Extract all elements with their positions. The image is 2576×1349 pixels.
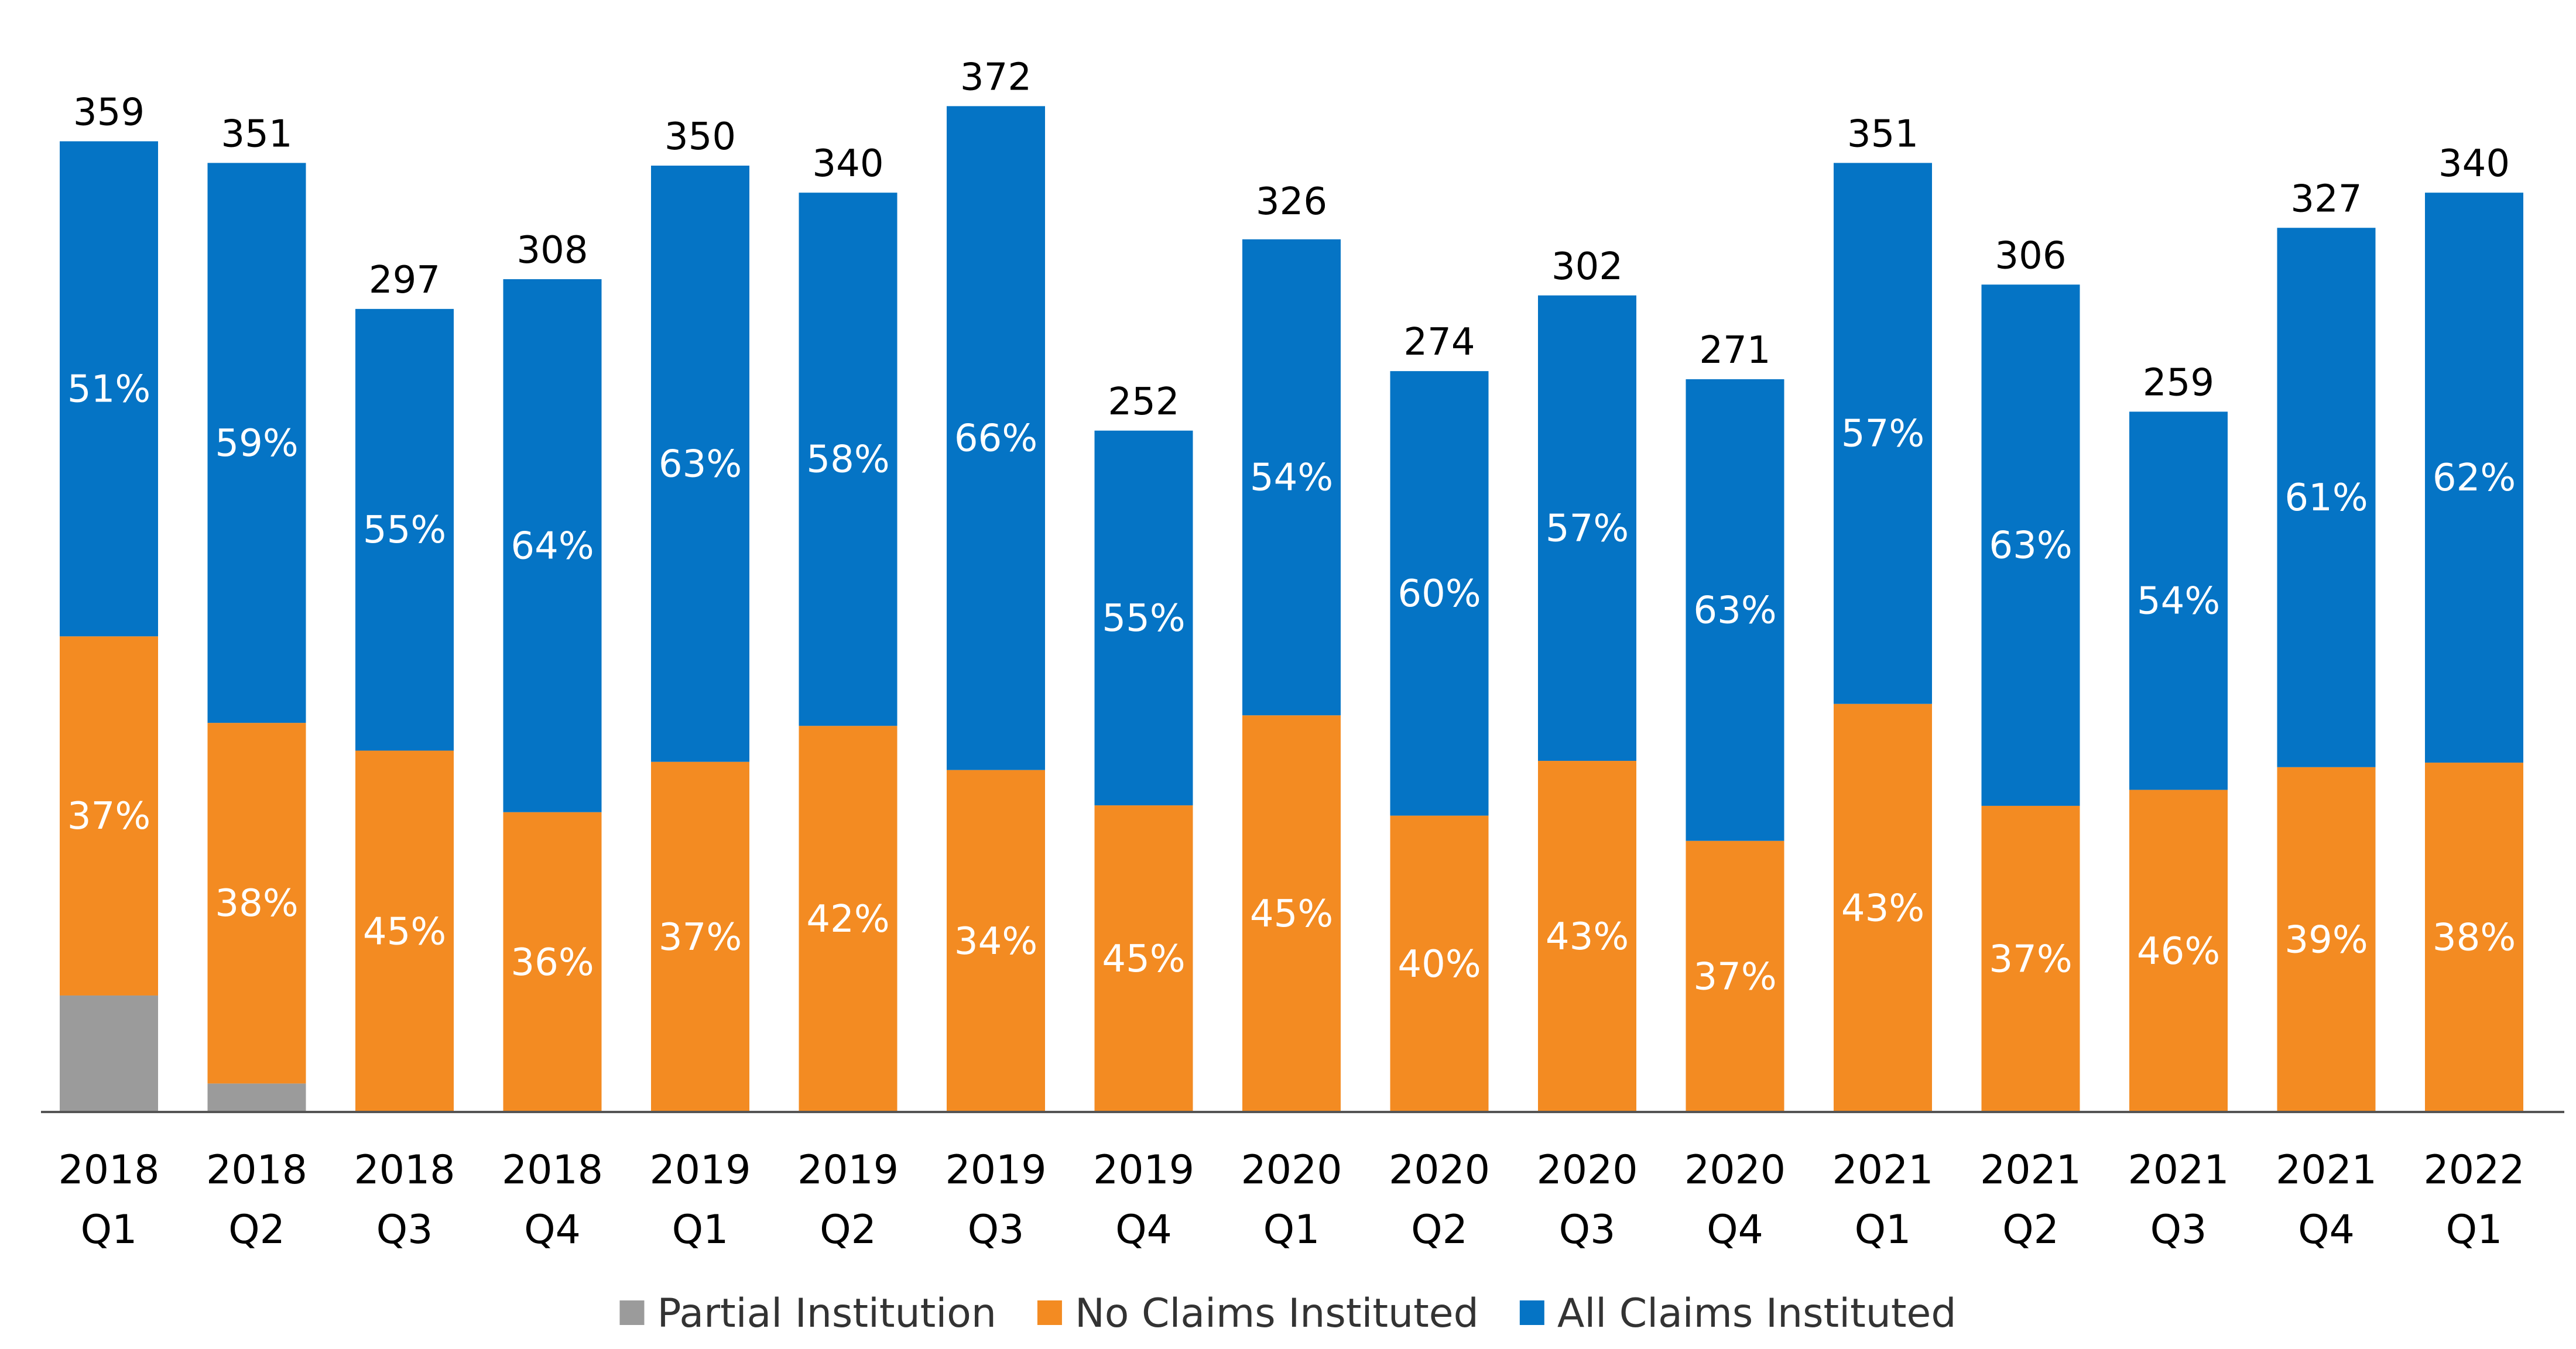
segment-percent-label: 40% [1397,943,1481,986]
legend-swatch [1520,1300,1544,1325]
x-tick-year: 2018 [354,1147,455,1193]
legend-label: No Claims Instituted [1075,1290,1479,1337]
x-tick-year: 2021 [1832,1147,1933,1193]
x-tick-quarter: Q4 [1115,1207,1172,1253]
legend-label: Partial Institution [657,1290,996,1337]
legend-swatch [1037,1300,1062,1325]
x-tick-quarter: Q1 [672,1207,729,1253]
segment-percent-label: 38% [215,882,298,925]
segment-percent-label: 57% [1546,507,1629,550]
x-tick-year: 2021 [1980,1147,2081,1193]
segment-percent-label: 36% [511,941,594,984]
x-tick-quarter: Q1 [1855,1207,1912,1253]
segment-percent-label: 61% [2284,476,2368,520]
x-tick-quarter: Q1 [1263,1207,1320,1253]
bar-total-label: 372 [960,56,1032,99]
x-tick-quarter: Q1 [81,1207,138,1253]
x-tick-quarter: Q3 [968,1207,1025,1253]
x-tick-year: 2018 [206,1147,307,1193]
x-tick-year: 2018 [58,1147,159,1193]
segment-percent-label: 38% [2433,917,2516,960]
x-tick-year: 2021 [2276,1147,2377,1193]
segment-percent-label: 63% [1693,589,1776,632]
bar-total-label: 351 [221,112,292,156]
x-tick-year: 2019 [649,1147,751,1193]
bar-total-label: 302 [1551,245,1623,289]
legend-swatch [619,1300,644,1325]
segment-percent-label: 58% [806,438,889,482]
segment-percent-label: 59% [215,422,298,465]
segment-percent-label: 45% [1102,938,1185,981]
x-tick-quarter: Q2 [820,1207,876,1253]
segment-percent-label: 42% [806,898,889,941]
segment-percent-label: 37% [659,916,742,959]
bar-total-label: 308 [516,229,588,272]
x-tick-year: 2019 [797,1147,899,1193]
segment-percent-label: 37% [1693,955,1776,998]
x-tick-year: 2021 [2128,1147,2229,1193]
x-tick-quarter: Q2 [228,1207,285,1253]
legend: Partial Institution No Claims Instituted A… [619,1290,1956,1337]
bar-total-label: 252 [1108,380,1179,424]
bar-total-label: 297 [369,259,440,302]
segment-percent-label: 37% [67,795,150,838]
bar-segment-partial-institution [60,996,158,1112]
x-tick-quarter: Q4 [2298,1207,2355,1253]
segment-percent-label: 60% [1397,572,1481,616]
x-tick-year: 2018 [502,1147,603,1193]
x-tick-year: 2020 [1684,1147,1786,1193]
x-tick-year: 2022 [2423,1147,2524,1193]
bar-segment-partial-institution [208,1083,306,1112]
bar-total-label: 351 [1847,112,1919,156]
x-tick-quarter: Q1 [2446,1207,2503,1253]
legend-label: All Claims Instituted [1557,1290,1957,1337]
x-tick-quarter: Q4 [1707,1207,1763,1253]
segment-percent-label: 62% [2433,456,2516,500]
segment-percent-label: 55% [1102,597,1185,640]
segment-percent-label: 34% [954,920,1037,963]
bar-total-label: 350 [664,115,736,159]
x-tick-year: 2020 [1536,1147,1638,1193]
stacked-bar-chart: 37% 51% 38% 59% 45% 55% 36% 64% 37% 63% 42% 58% 34% 6… [0,0,2576,1349]
segment-percent-label: 43% [1546,915,1629,959]
segment-percent-label: 63% [659,442,742,486]
segment-percent-label: 54% [1250,456,1333,500]
segment-percent-label: 64% [511,524,594,568]
x-tick-year: 2020 [1241,1147,1342,1193]
segment-percent-label: 51% [67,368,150,411]
bar-total-label: 340 [812,142,883,186]
segment-percent-label: 55% [363,509,446,552]
bar-total-label: 359 [73,91,145,134]
x-tick-quarter: Q4 [524,1207,581,1253]
x-tick-year: 2019 [945,1147,1046,1193]
bar-total-label: 306 [1995,234,2066,277]
segment-percent-label: 43% [1841,887,1924,930]
bar-total-label: 259 [2143,361,2214,404]
x-tick-quarter: Q2 [2002,1207,2059,1253]
segment-percent-label: 57% [1841,413,1924,456]
segment-percent-label: 45% [1250,893,1333,936]
segment-percent-label: 63% [1989,524,2072,568]
bar-total-label: 340 [2438,142,2510,186]
x-tick-year: 2020 [1389,1147,1490,1193]
x-tick-labels-layer: 2018 Q1 2018 Q2 2018 Q3 2018 Q4 2019 Q1 2019 Q2 2019… [58,1147,2524,1253]
x-tick-quarter: Q3 [2150,1207,2207,1253]
bar-total-label: 327 [2290,177,2362,221]
x-tick-quarter: Q3 [376,1207,433,1253]
x-tick-year: 2019 [1093,1147,1194,1193]
segment-percent-label: 66% [954,417,1037,461]
bar-total-label: 326 [1256,180,1327,224]
bar-total-label: 274 [1403,321,1475,364]
bar-total-label: 271 [1699,329,1770,372]
segment-percent-label: 45% [363,910,446,953]
segment-percent-label: 54% [2137,579,2220,623]
segment-percent-label: 37% [1989,938,2072,981]
segment-percent-label: 46% [2137,930,2220,973]
x-tick-quarter: Q2 [1411,1207,1468,1253]
segment-percent-label: 39% [2284,918,2368,962]
x-tick-quarter: Q3 [1559,1207,1616,1253]
